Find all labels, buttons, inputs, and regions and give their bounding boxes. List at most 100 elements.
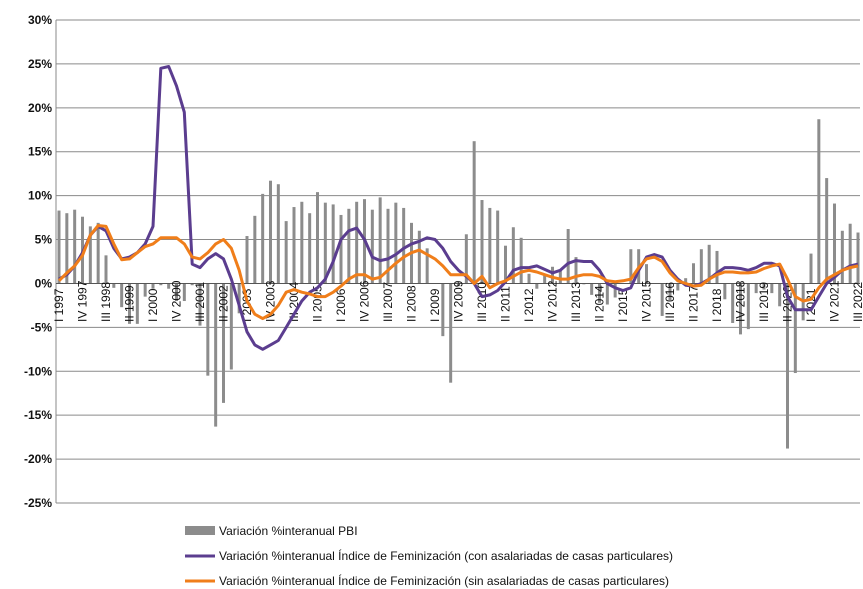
- bar: [684, 278, 688, 284]
- y-tick-label: -10%: [24, 364, 52, 378]
- bar: [128, 283, 131, 324]
- bar: [245, 236, 249, 284]
- bar: [504, 245, 507, 284]
- x-tick-label: IV 2018: [734, 280, 748, 322]
- bar: [488, 207, 492, 284]
- bar: [543, 275, 547, 284]
- bar: [629, 249, 633, 284]
- bar: [833, 203, 836, 284]
- bar: [566, 229, 570, 284]
- bar: [370, 209, 374, 284]
- x-tick-label: III 2016: [663, 282, 677, 322]
- x-tick-label: I 1997: [52, 288, 66, 322]
- bar: [88, 226, 92, 284]
- bar: [135, 283, 139, 324]
- x-tick-label: I 2012: [522, 288, 536, 322]
- bar: [746, 283, 750, 330]
- bar: [151, 283, 155, 289]
- bar: [613, 283, 617, 298]
- x-tick-label: II 2011: [499, 286, 513, 322]
- x-tick-label: IV 2006: [358, 280, 372, 322]
- x-tick-label: II 2017: [687, 285, 701, 322]
- legend-label: Variación %interanual PBI: [219, 524, 358, 538]
- bar: [316, 192, 319, 284]
- x-tick-label: II 1999: [123, 285, 137, 322]
- legend-label: Variación %interanual Índice de Feminiza…: [219, 573, 669, 588]
- bar: [253, 215, 257, 284]
- bar: [558, 270, 562, 284]
- bar: [229, 283, 233, 370]
- bar: [668, 283, 672, 301]
- x-tick-label: III 2022: [851, 282, 863, 322]
- bar: [331, 204, 335, 284]
- bar: [809, 253, 813, 284]
- y-tick-label: 15%: [28, 145, 52, 159]
- x-tick-label: IV 2009: [452, 280, 466, 322]
- bar: [394, 202, 398, 284]
- bar: [441, 283, 445, 337]
- bar: [707, 244, 711, 284]
- bar: [339, 214, 343, 284]
- bar: [292, 207, 296, 284]
- bar: [645, 264, 648, 284]
- bar: [457, 283, 460, 287]
- bar: [715, 250, 719, 284]
- bar: [65, 213, 69, 284]
- bar: [261, 193, 265, 284]
- x-tick-label: I 2018: [710, 288, 724, 322]
- x-tick-label: IV 2021: [828, 280, 842, 322]
- bar: [190, 283, 194, 286]
- bar: [605, 283, 609, 305]
- x-tick-label: II 2014: [593, 285, 607, 322]
- bar: [214, 283, 218, 427]
- x-tick-label: III 2019: [757, 282, 771, 322]
- bar: [120, 283, 124, 308]
- y-tick-label: -15%: [24, 408, 52, 422]
- bar: [73, 209, 77, 284]
- bar: [417, 230, 421, 284]
- x-tick-label: III 2013: [569, 282, 583, 322]
- bar: [167, 283, 171, 289]
- bar: [237, 283, 241, 314]
- x-tick-label: III 2001: [193, 282, 207, 322]
- bar: [96, 222, 100, 284]
- x-tick-label: I 2006: [334, 288, 348, 322]
- bar: [175, 283, 178, 302]
- bar: [574, 257, 578, 284]
- y-tick-label: 25%: [28, 57, 52, 71]
- bar: [206, 283, 210, 376]
- bar: [770, 283, 774, 294]
- bar: [276, 184, 280, 284]
- bar: [386, 208, 390, 284]
- bar: [182, 283, 186, 302]
- bar: [848, 223, 852, 284]
- bar: [355, 201, 359, 284]
- bar: [143, 283, 147, 297]
- x-tick-label: I 2003: [240, 288, 254, 322]
- y-tick-label: 10%: [28, 189, 52, 203]
- x-tick-label: III 2007: [381, 282, 395, 322]
- bar: [300, 201, 304, 284]
- x-tick-label: IV 1997: [76, 280, 90, 322]
- bar: [104, 255, 108, 284]
- bar: [762, 283, 766, 290]
- bar: [535, 283, 539, 289]
- x-tick-label: II 2008: [405, 285, 419, 322]
- bar: [269, 180, 272, 284]
- bar: [402, 207, 406, 284]
- bar: [519, 237, 523, 284]
- bar: [551, 266, 554, 284]
- bar: [817, 119, 821, 284]
- bar: [496, 210, 500, 284]
- bar: [723, 283, 727, 300]
- bar: [323, 202, 327, 284]
- bar: [222, 283, 225, 403]
- x-tick-label: I 2000: [146, 288, 160, 322]
- line: [58, 65, 859, 351]
- bar: [378, 197, 382, 284]
- bar: [825, 178, 829, 284]
- bar: [347, 208, 351, 284]
- y-tick-label: 5%: [35, 233, 53, 247]
- x-tick-label: I 2015: [616, 288, 630, 322]
